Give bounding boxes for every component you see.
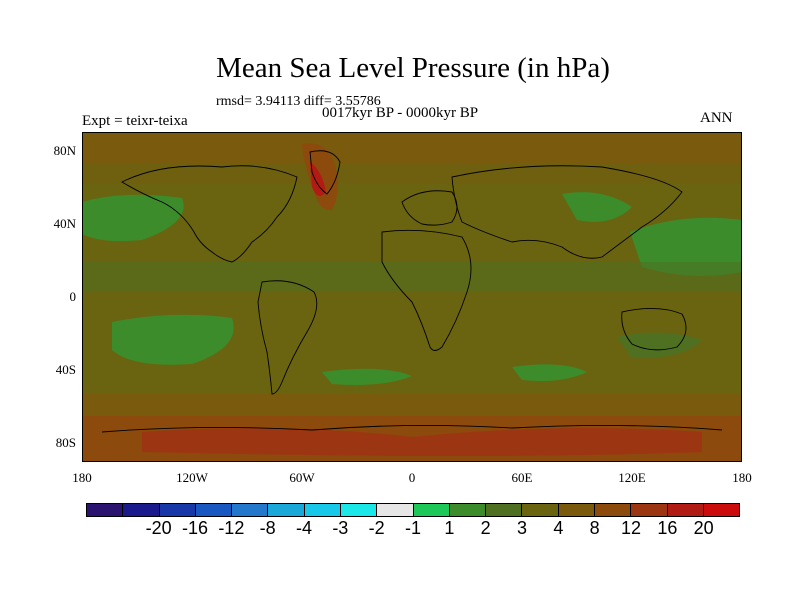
- colorbar-label: -1: [404, 518, 421, 538]
- colorbar-swatch: [703, 504, 740, 516]
- lon-label-0: 0: [408, 470, 416, 485]
- colorbar-label: 16: [657, 518, 678, 538]
- lon-label-180w: 180: [72, 470, 92, 485]
- lat-label-80s: 80S: [55, 435, 76, 450]
- lat-label-40s: 40S: [55, 362, 76, 377]
- colorbar-label: 12: [620, 518, 642, 538]
- pressure-map: [82, 132, 742, 462]
- colorbar-swatch: [486, 504, 523, 516]
- colorbar-swatch: [594, 504, 632, 516]
- arctic-band: [82, 132, 742, 164]
- lat-label-0: 0: [69, 289, 77, 304]
- colorbar-swatch: [123, 504, 160, 516]
- colorbar-swatch: [268, 504, 305, 516]
- colorbar-swatch: [195, 504, 233, 516]
- colorbar-label: -2: [368, 518, 385, 538]
- asia-green: [562, 192, 632, 222]
- colorbar-swatch: [413, 504, 450, 516]
- colorbar-label: 4: [553, 518, 564, 538]
- south-atlantic-low: [322, 368, 412, 385]
- colorbar-label: -8: [259, 518, 276, 538]
- lon-label-60w: 60W: [289, 470, 315, 485]
- colorbar-swatch: [667, 504, 704, 516]
- colorbar-swatch: [558, 504, 595, 516]
- period-text: 0017kyr BP - 0000kyr BP: [322, 105, 479, 121]
- colorbar-swatch: [159, 504, 196, 516]
- coast-asia: [451, 165, 683, 259]
- coast-africa: [381, 229, 472, 351]
- coast-north-america: [121, 165, 298, 263]
- stats-text: rmsd= 3.94113 diff= 3.55786: [216, 94, 381, 109]
- south-pacific-low: [112, 314, 234, 365]
- colorbar-swatch: [522, 504, 559, 516]
- colorbar-label: 3: [516, 518, 527, 538]
- colorbar-label: 20: [693, 518, 714, 538]
- colorbar-swatch: [449, 504, 487, 516]
- subarctic-band: [82, 164, 742, 184]
- colorbar-label: 2: [480, 518, 491, 538]
- experiment-label: Expt = teixr-teixa: [82, 113, 188, 129]
- colorbar-label: 8: [589, 518, 600, 538]
- lat-label-80n: 80N: [53, 143, 76, 158]
- coast-south-america: [257, 280, 318, 395]
- coast-antarctica: [101, 424, 723, 433]
- season-label: ANN: [700, 110, 733, 126]
- colorbar-label: -12: [218, 518, 245, 538]
- lon-label-120w: 120W: [176, 470, 208, 485]
- coast-europe: [401, 190, 458, 226]
- colorbar-swatch: [377, 504, 414, 516]
- colorbar-swatch: [631, 504, 668, 516]
- north-pacific-low-west: [82, 194, 184, 242]
- colorbar-swatch: [304, 504, 341, 516]
- coast-australia: [621, 308, 687, 351]
- tropical-band: [82, 262, 742, 292]
- colorbar-label: -4: [295, 518, 312, 538]
- lon-label-60e: 60E: [511, 470, 533, 485]
- map-title: Mean Sea Level Pressure (in hPa): [216, 52, 610, 84]
- southern-ocean-band: [82, 394, 742, 416]
- antarctic-high: [142, 428, 702, 456]
- greenland-peak: [310, 162, 326, 196]
- australia-south-zone: [617, 332, 702, 359]
- north-pacific-low-east: [630, 217, 742, 276]
- coast-greenland: [309, 150, 341, 195]
- lat-label-40n: 40N: [53, 216, 76, 231]
- siberia-high: [502, 137, 642, 161]
- coastlines: [101, 150, 723, 433]
- colorbar-label: -20: [145, 518, 172, 538]
- colorbar-swatch: [232, 504, 269, 516]
- lon-label-120e: 120E: [618, 470, 646, 485]
- colorbar-swatch: [340, 504, 378, 516]
- map-frame: [82, 132, 742, 462]
- colorbar-swatch: [87, 504, 124, 516]
- indian-ocean-low: [512, 364, 587, 381]
- colorbar: [86, 503, 740, 517]
- colorbar-label: -3: [332, 518, 349, 538]
- lon-label-180e: 180: [732, 470, 752, 485]
- colorbar-label: -16: [181, 518, 208, 538]
- colorbar-label: 1: [444, 518, 455, 538]
